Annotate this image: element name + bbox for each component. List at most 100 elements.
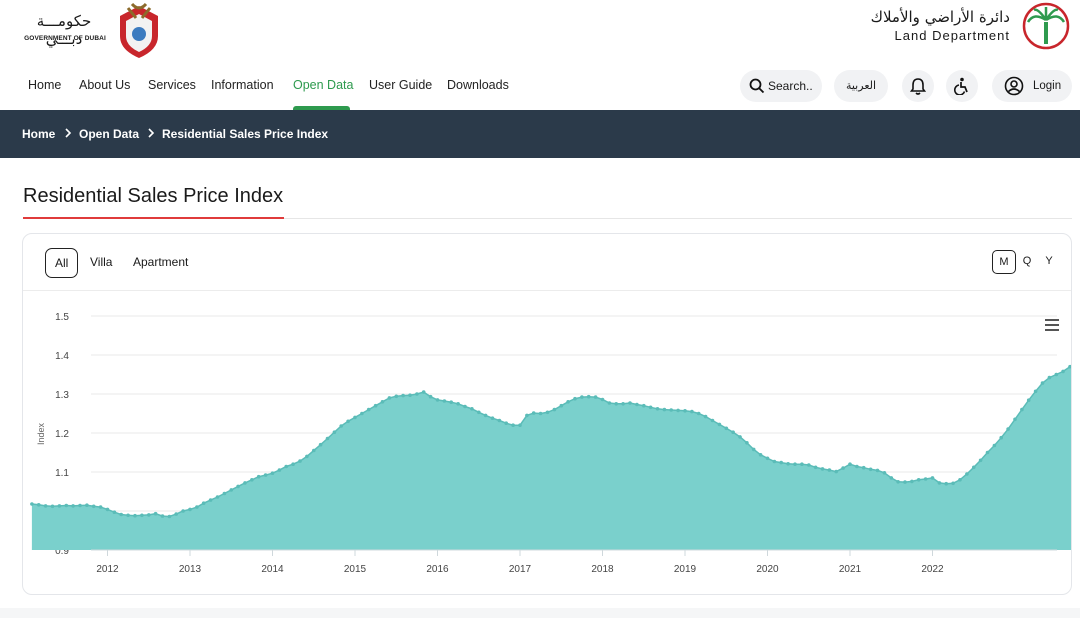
data-point[interactable] xyxy=(36,503,41,507)
data-point[interactable] xyxy=(985,450,990,455)
data-point[interactable] xyxy=(999,435,1003,440)
data-point[interactable] xyxy=(772,459,777,464)
data-point[interactable] xyxy=(256,474,261,479)
data-point[interactable] xyxy=(834,469,838,474)
data-point[interactable] xyxy=(298,459,302,463)
data-point[interactable] xyxy=(126,513,130,518)
government-of-dubai-logo[interactable]: حكومـــة دبـــي GOVERNMENT OF DUBAI xyxy=(20,2,170,58)
data-point[interactable] xyxy=(882,471,887,475)
data-point[interactable] xyxy=(916,478,921,482)
data-point[interactable] xyxy=(105,507,110,512)
period-quarterly[interactable]: Q xyxy=(1022,255,1032,267)
data-point[interactable] xyxy=(428,394,433,399)
data-point[interactable] xyxy=(449,400,454,404)
data-point[interactable] xyxy=(147,513,151,517)
data-point[interactable] xyxy=(642,403,646,408)
nav-item-information[interactable]: Information xyxy=(211,78,274,92)
data-point[interactable] xyxy=(332,430,337,434)
data-point[interactable] xyxy=(807,463,811,467)
data-point[interactable] xyxy=(992,443,997,448)
data-point[interactable] xyxy=(889,476,894,480)
data-point[interactable] xyxy=(270,471,275,475)
data-point[interactable] xyxy=(703,414,708,419)
data-point[interactable] xyxy=(133,513,137,518)
data-point[interactable] xyxy=(614,402,618,406)
data-point[interactable] xyxy=(518,423,522,427)
data-point[interactable] xyxy=(477,410,481,415)
data-point[interactable] xyxy=(593,395,598,399)
chart-menu-icon[interactable] xyxy=(1045,319,1059,331)
data-point[interactable] xyxy=(861,465,866,470)
data-point[interactable] xyxy=(140,513,144,518)
data-point[interactable] xyxy=(848,462,852,466)
data-point[interactable] xyxy=(470,407,474,411)
notifications-button[interactable] xyxy=(902,70,934,102)
data-point[interactable] xyxy=(800,462,804,466)
data-point[interactable] xyxy=(201,501,206,506)
data-point[interactable] xyxy=(717,422,722,427)
data-point[interactable] xyxy=(972,465,976,470)
data-point[interactable] xyxy=(30,502,34,506)
data-point[interactable] xyxy=(724,426,729,431)
data-point[interactable] xyxy=(573,396,577,401)
data-point[interactable] xyxy=(538,411,543,416)
data-point[interactable] xyxy=(43,504,48,508)
data-point[interactable] xyxy=(580,395,584,399)
data-point[interactable] xyxy=(868,467,873,472)
data-point[interactable] xyxy=(435,398,440,402)
data-point[interactable] xyxy=(64,503,69,508)
data-point[interactable] xyxy=(463,404,467,409)
data-point[interactable] xyxy=(738,435,742,439)
data-point[interactable] xyxy=(85,503,89,508)
nav-item-user-guide[interactable]: User Guide xyxy=(369,78,433,92)
accessibility-button[interactable] xyxy=(946,70,978,102)
data-point[interactable] xyxy=(944,481,948,486)
data-point[interactable] xyxy=(215,495,220,499)
data-point[interactable] xyxy=(566,400,570,404)
data-point[interactable] xyxy=(779,460,783,465)
data-point[interactable] xyxy=(195,505,199,509)
data-point[interactable] xyxy=(373,403,378,408)
data-point[interactable] xyxy=(1033,389,1038,394)
data-point[interactable] xyxy=(958,478,962,482)
data-point[interactable] xyxy=(312,448,316,453)
data-point[interactable] xyxy=(366,407,371,412)
data-point[interactable] xyxy=(628,401,632,405)
data-point[interactable] xyxy=(923,477,928,481)
data-point[interactable] xyxy=(1026,398,1031,402)
data-point[interactable] xyxy=(1054,372,1059,377)
period-yearly[interactable]: Y xyxy=(1045,255,1053,267)
data-point[interactable] xyxy=(793,462,797,466)
data-point[interactable] xyxy=(648,405,653,410)
data-point[interactable] xyxy=(1047,375,1052,380)
data-point[interactable] xyxy=(683,409,687,413)
data-point[interactable] xyxy=(504,421,509,425)
data-point[interactable] xyxy=(208,498,213,502)
data-point[interactable] xyxy=(690,409,694,414)
data-point[interactable] xyxy=(167,514,172,519)
data-point[interactable] xyxy=(710,418,715,423)
data-point[interactable] xyxy=(71,504,75,508)
data-point[interactable] xyxy=(655,407,660,411)
data-point[interactable] xyxy=(875,468,880,473)
data-point[interactable] xyxy=(731,430,735,434)
data-point[interactable] xyxy=(765,456,770,461)
data-point[interactable] xyxy=(456,402,460,406)
data-point[interactable] xyxy=(607,401,612,405)
nav-item-home[interactable]: Home xyxy=(28,78,62,92)
data-point[interactable] xyxy=(696,411,701,416)
data-point[interactable] xyxy=(951,481,955,486)
data-point[interactable] xyxy=(380,400,385,404)
data-point[interactable] xyxy=(910,479,914,484)
data-point[interactable] xyxy=(621,402,625,406)
data-point[interactable] xyxy=(820,467,825,471)
data-point[interactable] xyxy=(1006,427,1010,431)
data-point[interactable] xyxy=(346,419,350,424)
data-point[interactable] xyxy=(98,505,103,509)
data-point[interactable] xyxy=(57,504,62,508)
data-point[interactable] xyxy=(600,397,605,402)
filter-tab-apartment[interactable]: Apartment xyxy=(133,255,189,269)
data-point[interactable] xyxy=(291,462,295,466)
data-point[interactable] xyxy=(421,390,426,394)
data-point[interactable] xyxy=(903,480,907,484)
